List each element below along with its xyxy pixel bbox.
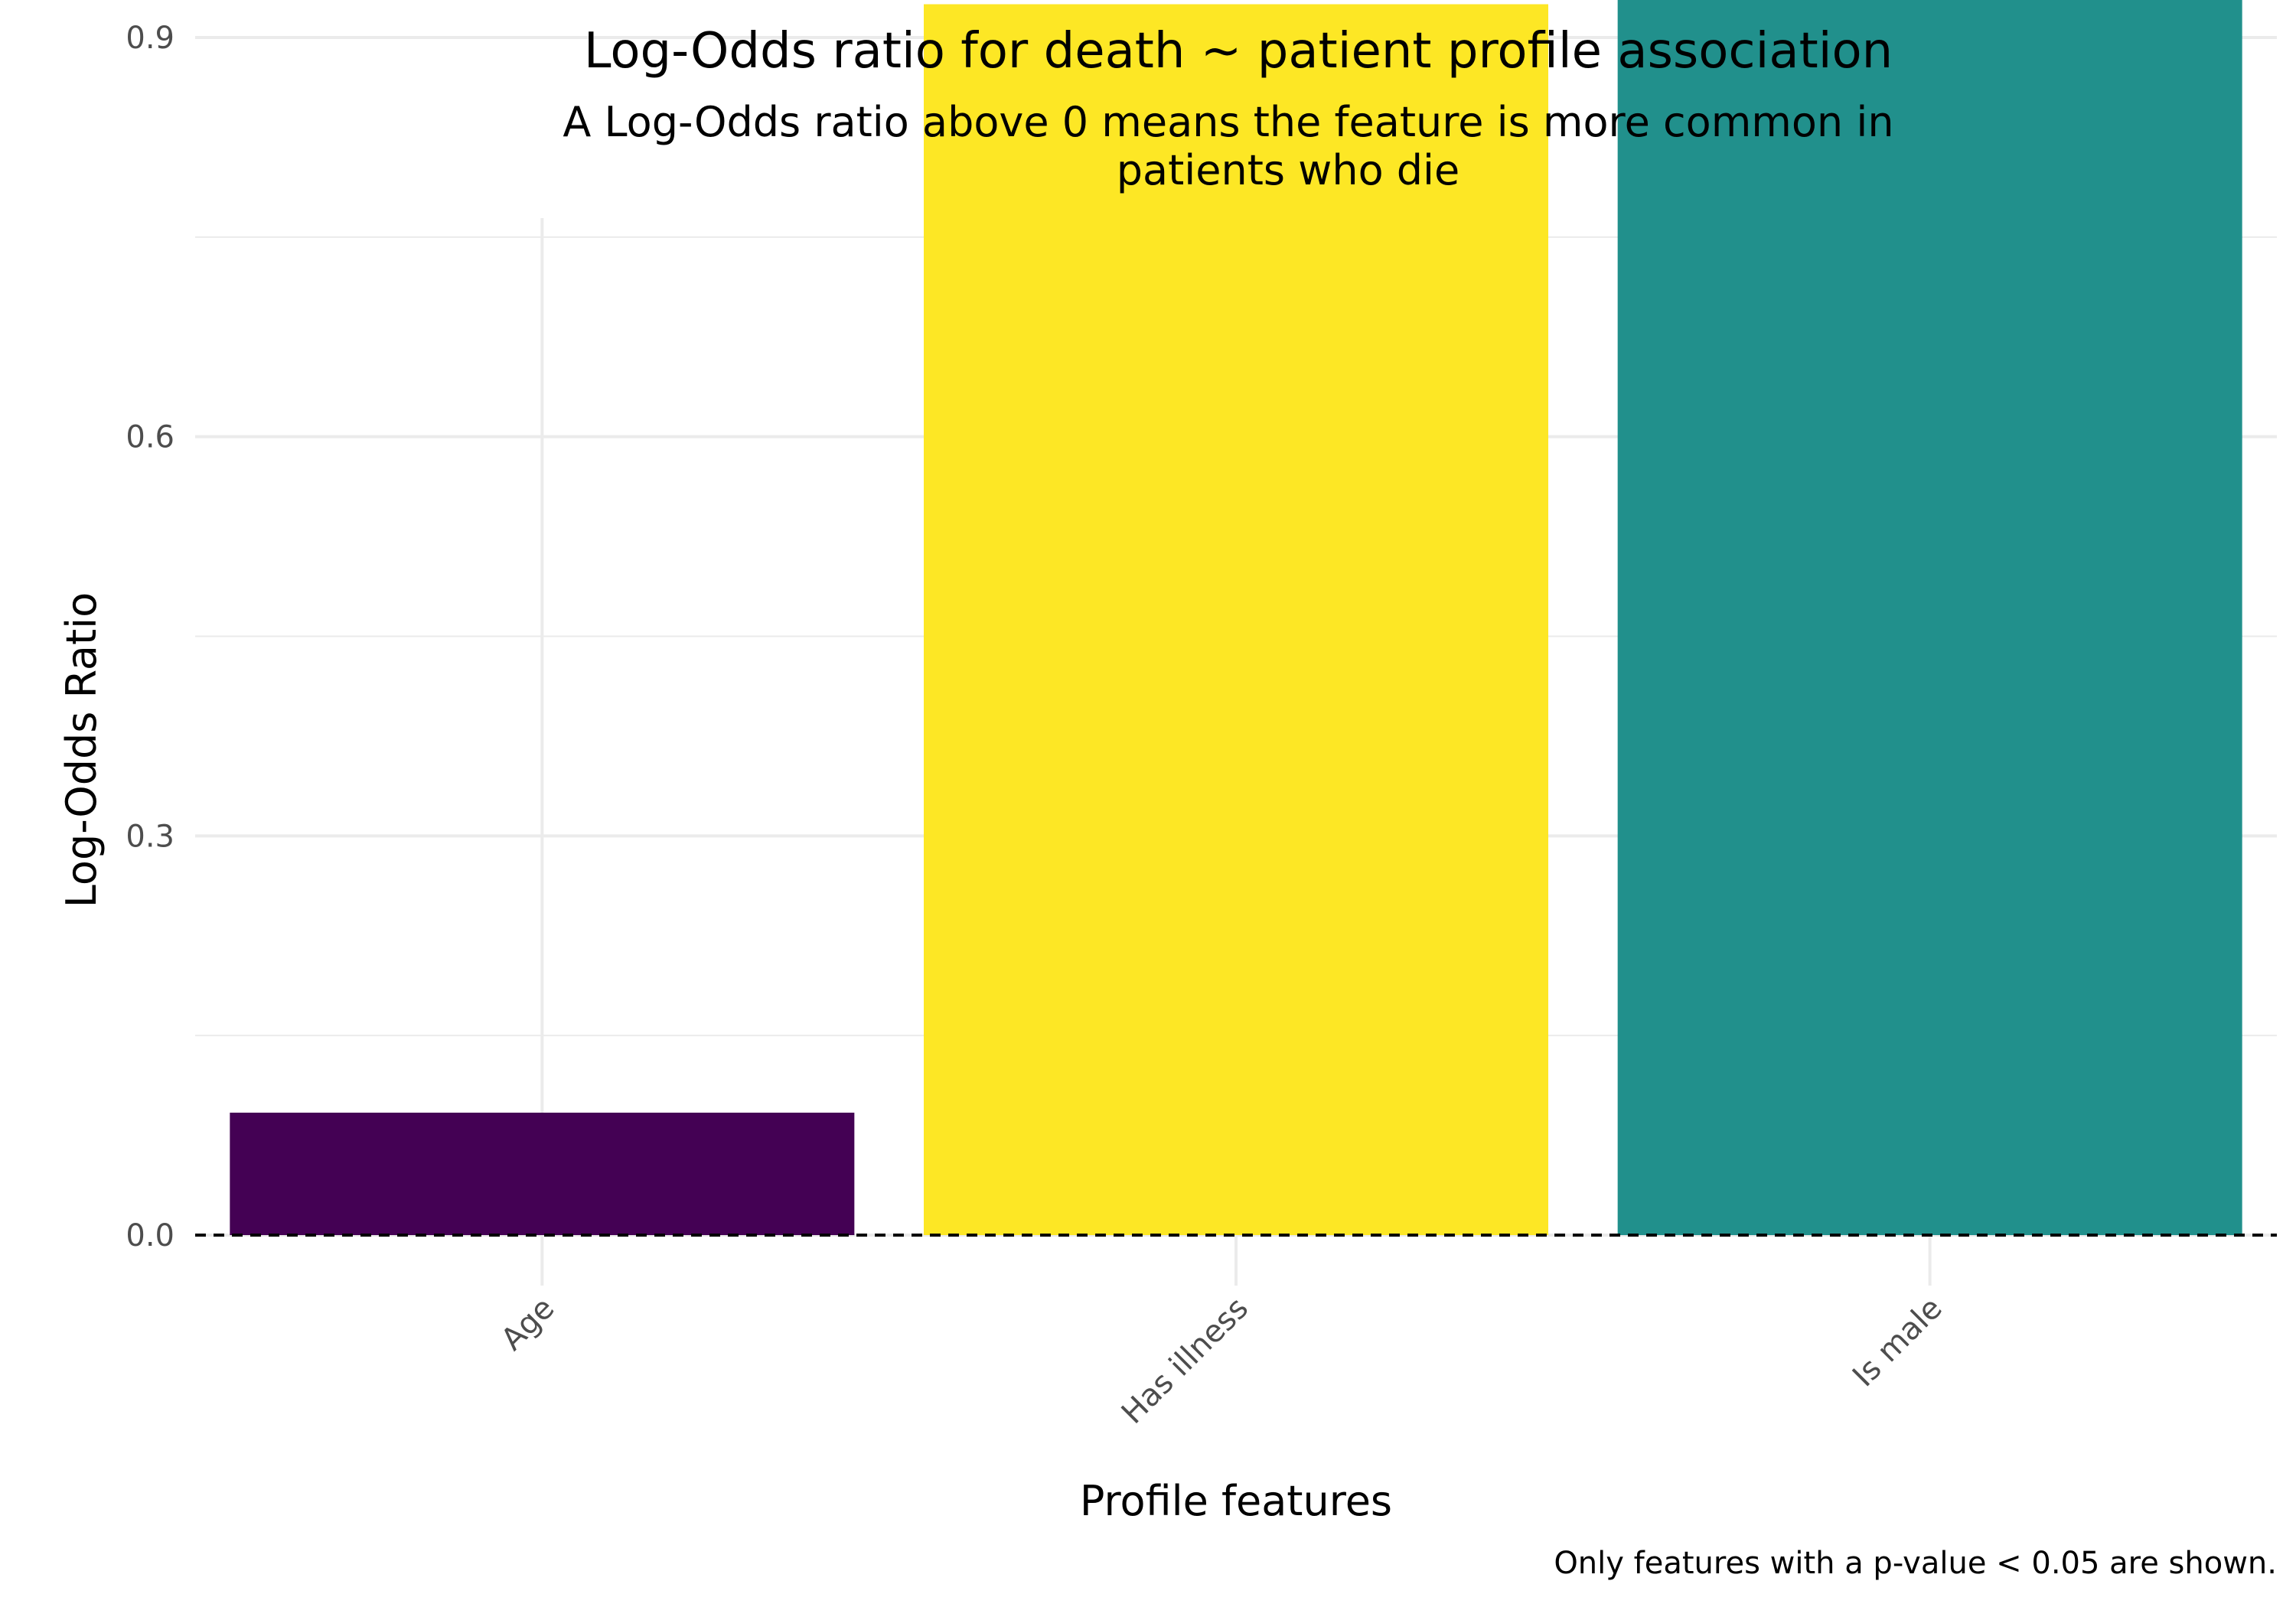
y-axis-label: Log-Odds Ratio: [57, 592, 106, 908]
chart-caption: Only features with a p-value < 0.05 are …: [1554, 1546, 2277, 1581]
bar-has-illness: [924, 4, 1548, 1236]
chart-subtitle-line-1: A Log-Odds ratio above 0 means the featu…: [563, 98, 1893, 146]
x-tick-label: Has illness: [1115, 1291, 1255, 1431]
y-tick-label: 0.6: [126, 420, 174, 455]
chart-subtitle-line-2: patients who die: [1117, 146, 1460, 194]
x-axis-label: Profile features: [1080, 1477, 1392, 1525]
y-axis-ticks: 0.0 0.3 0.6 0.9: [126, 21, 174, 1253]
y-tick-label: 0.9: [126, 21, 174, 56]
x-tick-label: Age: [494, 1291, 561, 1358]
x-tick-label: Is male: [1846, 1291, 1949, 1394]
x-axis-ticks: Age Has illness Is male: [494, 1291, 1949, 1431]
bar-age: [230, 1113, 855, 1235]
bar-is-male: [1617, 0, 2242, 1235]
chart-title: Log-Odds ratio for death ~ patient profi…: [584, 23, 1893, 80]
bars: [230, 0, 2242, 1236]
y-tick-label: 0.0: [126, 1218, 174, 1253]
y-tick-label: 0.3: [126, 819, 174, 854]
